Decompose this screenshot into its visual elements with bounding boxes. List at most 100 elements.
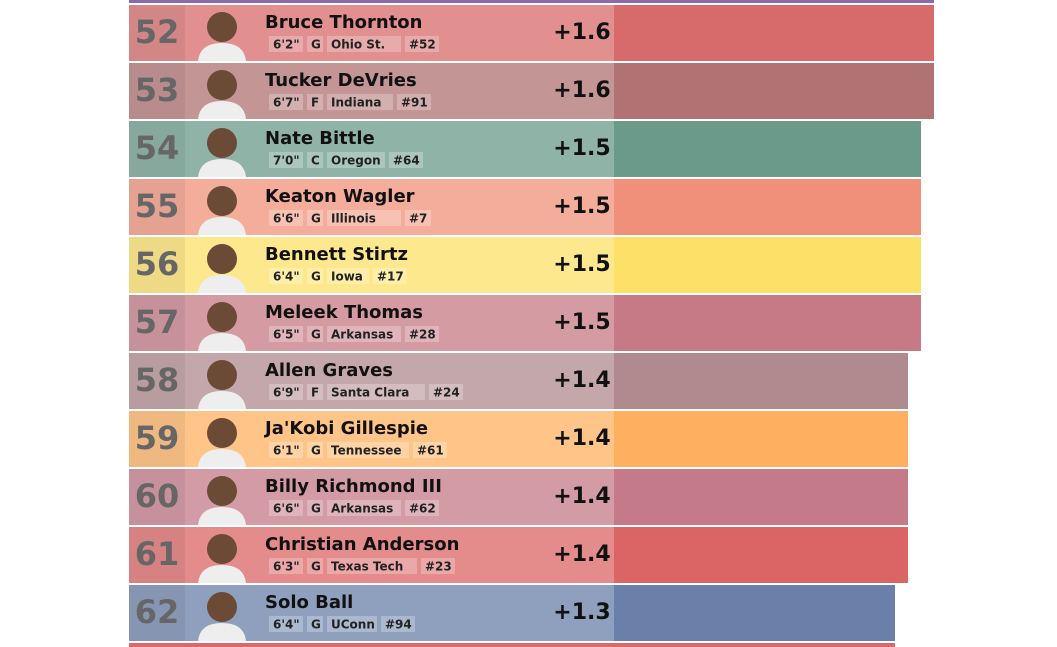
player-head <box>207 70 237 100</box>
player-name: Allen Graves <box>265 360 393 381</box>
value-label: +1.5 <box>553 252 610 277</box>
position: G <box>311 212 321 226</box>
rank: 53 <box>135 71 180 109</box>
position: C <box>311 154 320 168</box>
tag-box <box>327 36 401 52</box>
number: #64 <box>393 154 420 168</box>
bar <box>129 63 934 119</box>
height: 6'2" <box>273 38 300 52</box>
tag-box <box>307 36 323 52</box>
player-head <box>207 128 237 158</box>
player-head <box>207 476 237 506</box>
school: Indiana <box>331 96 381 110</box>
value-label: +1.5 <box>553 194 610 219</box>
rank-box <box>129 237 185 293</box>
player-body <box>198 101 246 119</box>
rank-box <box>129 469 185 525</box>
position: G <box>311 270 321 284</box>
position: G <box>311 328 321 342</box>
tag-box <box>405 36 439 52</box>
tag-box <box>405 500 439 516</box>
player-name: Billy Richmond III <box>265 476 442 497</box>
rank: 62 <box>135 593 180 631</box>
value-label: +1.4 <box>553 542 610 567</box>
rank: 60 <box>135 477 180 515</box>
bar <box>129 527 908 583</box>
position: G <box>311 618 321 632</box>
tag-box <box>307 326 323 342</box>
tag-box <box>269 326 303 342</box>
value-label: +1.6 <box>553 78 610 103</box>
tag-box <box>269 210 303 226</box>
player-body <box>198 43 246 61</box>
tag-box <box>307 210 323 226</box>
player-body <box>198 159 246 177</box>
position: F <box>311 386 319 400</box>
tag-box <box>269 616 303 632</box>
player-body <box>198 449 246 467</box>
tag-box <box>327 326 401 342</box>
rank: 54 <box>135 129 180 167</box>
tag-box <box>269 558 303 574</box>
player-name: Meleek Thomas <box>265 302 423 323</box>
player-body <box>198 333 246 351</box>
rank: 52 <box>135 13 180 51</box>
school: Iowa <box>331 270 363 284</box>
rank-box <box>129 121 185 177</box>
tag-box <box>269 152 303 168</box>
tag-box <box>327 384 425 400</box>
bar <box>129 411 908 467</box>
tag-box <box>269 500 303 516</box>
player-name: Tucker DeVries <box>265 70 417 91</box>
player-head <box>207 186 237 216</box>
bar <box>129 585 895 641</box>
tag-box <box>269 94 303 110</box>
position: G <box>311 444 321 458</box>
rank: 57 <box>135 303 180 341</box>
player-head <box>207 592 237 622</box>
player-body <box>198 275 246 293</box>
tag-box <box>381 616 415 632</box>
player-body <box>198 217 246 235</box>
number: #24 <box>433 386 460 400</box>
value-label: +1.5 <box>553 310 610 335</box>
player-head <box>207 360 237 390</box>
rank: 56 <box>135 245 180 283</box>
player-name: Christian Anderson <box>265 534 459 555</box>
height: 6'4" <box>273 618 300 632</box>
bar <box>129 237 921 293</box>
tag-box <box>413 442 447 458</box>
tag-box <box>327 442 409 458</box>
rank-box <box>129 295 185 351</box>
number: #7 <box>409 212 427 226</box>
height: 6'6" <box>273 502 300 516</box>
number: #52 <box>409 38 436 52</box>
tag-box <box>327 152 385 168</box>
tag-box <box>307 152 323 168</box>
position: F <box>311 96 319 110</box>
bar <box>129 353 908 409</box>
school: Arkansas <box>331 502 393 516</box>
number: #94 <box>385 618 412 632</box>
tag-box <box>429 384 463 400</box>
value-label: +1.4 <box>553 426 610 451</box>
rank-box <box>129 527 185 583</box>
tag-box <box>405 326 439 342</box>
height: 6'9" <box>273 386 300 400</box>
player-name: Nate Bittle <box>265 128 375 149</box>
tag-box <box>327 616 377 632</box>
number: #28 <box>409 328 436 342</box>
bar <box>129 5 934 61</box>
school: Arkansas <box>331 328 393 342</box>
rank: 55 <box>135 187 180 225</box>
number: #23 <box>425 560 452 574</box>
tag-box <box>307 442 323 458</box>
tag-box <box>327 268 369 284</box>
tag-box <box>397 94 431 110</box>
rank-box <box>129 5 185 61</box>
school: Oregon <box>331 154 381 168</box>
player-head <box>207 302 237 332</box>
bar <box>129 179 921 235</box>
height: 7'0" <box>273 154 300 168</box>
height: 6'4" <box>273 270 300 284</box>
